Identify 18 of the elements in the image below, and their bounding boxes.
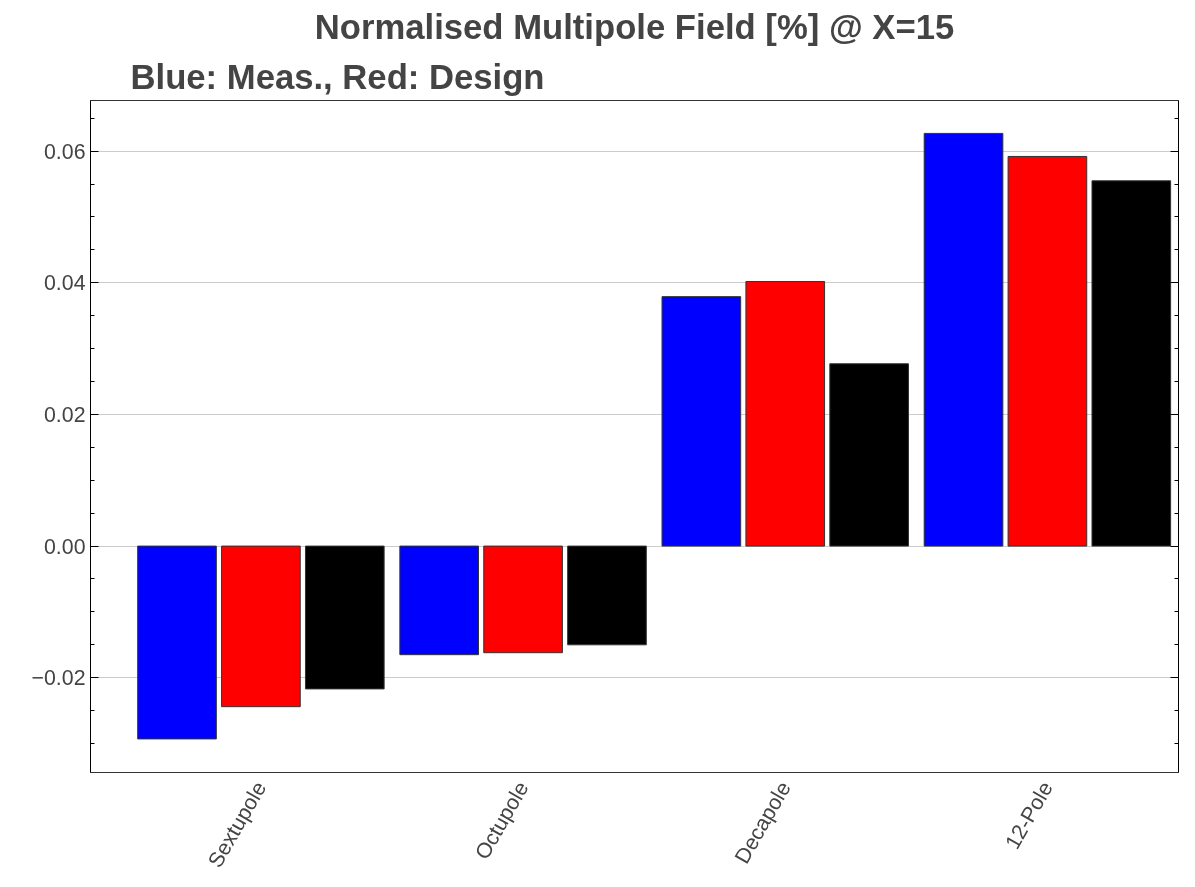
y-tick-label: 0.02 bbox=[43, 402, 86, 427]
y-tick-label: 0.06 bbox=[43, 139, 86, 164]
bar bbox=[829, 363, 909, 547]
bar bbox=[304, 545, 385, 690]
bar bbox=[399, 545, 480, 656]
chart-subtitle: Blue: Meas., Red: Design bbox=[130, 57, 545, 96]
y-tick-label: 0.04 bbox=[43, 271, 86, 296]
y-tick-label: 0.00 bbox=[43, 534, 86, 559]
bar bbox=[137, 545, 217, 740]
bar bbox=[567, 545, 647, 646]
bar bbox=[923, 132, 1004, 547]
bar bbox=[221, 545, 301, 708]
bar bbox=[483, 545, 563, 654]
chart-title: Normalised Multipole Field [%] @ X=15 bbox=[314, 7, 955, 46]
bar bbox=[745, 281, 826, 547]
y-tick-label: −0.02 bbox=[31, 666, 86, 691]
bar bbox=[661, 296, 742, 547]
bar bbox=[1007, 155, 1088, 547]
